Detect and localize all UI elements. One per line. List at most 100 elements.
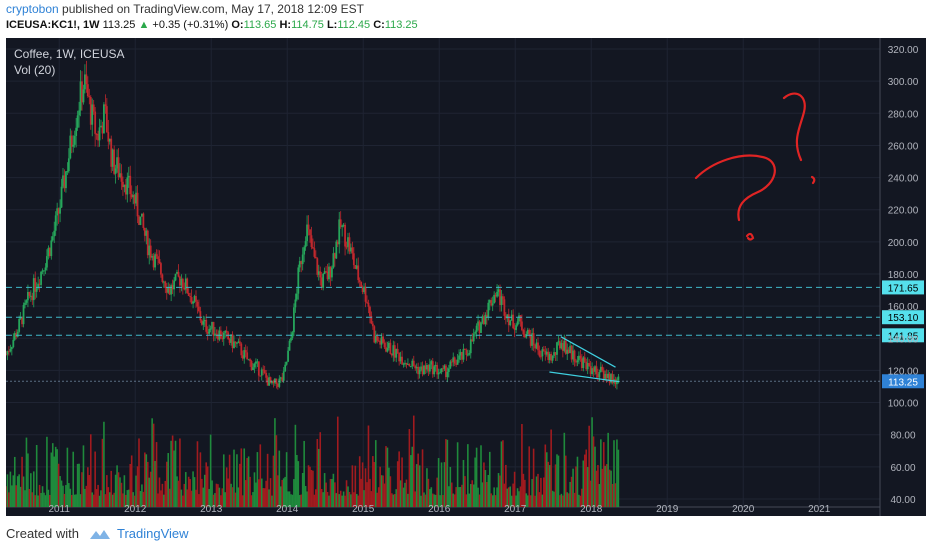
candle-body bbox=[307, 224, 310, 230]
candle-body bbox=[367, 302, 370, 307]
candle-body bbox=[198, 306, 200, 312]
volume-bar bbox=[75, 494, 77, 507]
candle-body bbox=[287, 350, 289, 362]
volume-bar bbox=[227, 478, 229, 507]
candle-body bbox=[249, 359, 251, 362]
candle-body bbox=[373, 326, 376, 343]
x-tick-label: 2015 bbox=[352, 504, 375, 515]
volume-bar bbox=[382, 475, 384, 507]
volume-bar bbox=[41, 486, 44, 507]
volume-bar bbox=[82, 445, 85, 507]
volume-bar bbox=[389, 476, 392, 507]
y-tick-label: 100.00 bbox=[888, 399, 919, 410]
volume-bar bbox=[459, 487, 462, 507]
candle-body bbox=[352, 253, 355, 266]
volume-bar bbox=[152, 423, 155, 507]
candle-body bbox=[219, 330, 222, 339]
volume-bar bbox=[301, 472, 304, 507]
candle-body bbox=[255, 361, 257, 364]
volume-bar bbox=[307, 465, 310, 507]
volume-bar bbox=[117, 472, 120, 507]
y-tick-label: 320.00 bbox=[888, 45, 919, 56]
volume-bar bbox=[418, 465, 421, 507]
tradingview-link[interactable]: TradingView bbox=[116, 526, 189, 541]
low-label: L: bbox=[326, 19, 338, 31]
volume-bar bbox=[534, 495, 536, 507]
author-link[interactable]: cryptobon bbox=[6, 2, 59, 16]
candle-body bbox=[285, 361, 288, 365]
volume-bar bbox=[202, 487, 205, 507]
volume-bar bbox=[222, 454, 225, 507]
volume-bar bbox=[449, 466, 452, 507]
candle-body bbox=[48, 247, 51, 257]
volume-bar bbox=[22, 476, 25, 507]
volume-bar bbox=[604, 465, 607, 507]
volume-bar bbox=[401, 457, 403, 507]
candle-body bbox=[92, 104, 95, 112]
volume-bar bbox=[339, 490, 342, 507]
volume-bar bbox=[393, 494, 396, 507]
volume-bar bbox=[347, 486, 349, 507]
candle-body bbox=[65, 171, 67, 189]
volume-bar bbox=[244, 480, 247, 507]
volume-bar bbox=[519, 486, 522, 507]
candle-body bbox=[62, 175, 64, 187]
x-tick-label: 2016 bbox=[428, 504, 451, 515]
candle-body bbox=[200, 320, 203, 325]
volume-bar bbox=[38, 484, 41, 507]
chart-panel[interactable]: 171.65 153.10 141.85 113.25 320.00 300.00 280.… bbox=[6, 38, 926, 516]
volume-legend: Vol (20) bbox=[14, 63, 56, 77]
volume-bar bbox=[224, 492, 227, 507]
volume-bar bbox=[521, 424, 523, 507]
candle-body bbox=[108, 138, 111, 142]
volume-bar bbox=[560, 493, 563, 507]
volume-bar bbox=[597, 465, 599, 507]
volume-bar bbox=[350, 494, 352, 507]
volume-bar bbox=[557, 455, 560, 507]
candle-body bbox=[506, 314, 509, 319]
volume-bar bbox=[429, 489, 431, 507]
candle-body bbox=[73, 135, 76, 145]
candle-body bbox=[243, 350, 246, 359]
candle-body bbox=[193, 296, 196, 302]
y-tick-label: 280.00 bbox=[888, 109, 919, 120]
volume-bar bbox=[59, 476, 61, 507]
volume-bar bbox=[446, 439, 449, 507]
volume-bar bbox=[357, 495, 360, 507]
candle-body bbox=[21, 316, 23, 325]
candle-body bbox=[189, 296, 192, 298]
volume-bar bbox=[358, 456, 361, 507]
volume-bar bbox=[182, 495, 184, 507]
volume-bar bbox=[282, 478, 285, 507]
candle-body bbox=[8, 351, 10, 353]
volume-bar bbox=[518, 491, 520, 507]
candle-body bbox=[588, 363, 591, 367]
candle-body bbox=[89, 96, 92, 125]
volume-bar bbox=[366, 482, 368, 507]
volume-bar bbox=[510, 495, 513, 507]
volume-bar bbox=[442, 495, 444, 507]
question-mark-1-dot bbox=[745, 232, 755, 241]
candle-body bbox=[452, 357, 455, 362]
volume-bar bbox=[199, 452, 202, 507]
volume-bar bbox=[617, 449, 620, 507]
candle-body bbox=[404, 362, 406, 364]
volume-bar bbox=[477, 487, 479, 507]
candle-body bbox=[332, 253, 335, 268]
volume-bar bbox=[192, 471, 194, 507]
candle-body bbox=[572, 350, 574, 360]
x-tick-label: 2018 bbox=[580, 504, 603, 515]
candle-body bbox=[284, 364, 287, 372]
candle-body bbox=[294, 299, 297, 308]
volume-bar bbox=[217, 484, 219, 507]
volume-bar bbox=[469, 484, 472, 507]
candle-body bbox=[279, 377, 282, 379]
price-chart[interactable]: 171.65 153.10 141.85 113.25 320.00 300.00 280.… bbox=[6, 38, 926, 516]
candle-body bbox=[515, 325, 517, 330]
candle-body bbox=[399, 356, 402, 362]
candle-body bbox=[428, 364, 431, 372]
volume-bar bbox=[570, 476, 573, 507]
volume-bar bbox=[271, 495, 273, 507]
candle-body bbox=[518, 315, 520, 322]
x-tick-label: 2021 bbox=[808, 504, 831, 515]
